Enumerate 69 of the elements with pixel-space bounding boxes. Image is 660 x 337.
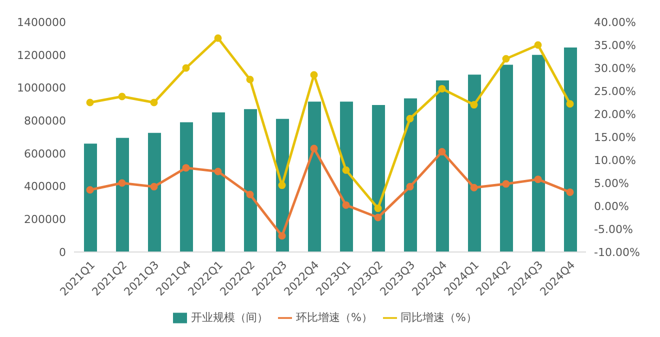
point	[566, 188, 574, 196]
bar	[180, 122, 193, 252]
y-tick-label: 600000	[24, 147, 66, 160]
point	[470, 101, 478, 109]
point	[374, 214, 382, 222]
point	[182, 164, 190, 172]
y-tick-label: 1200000	[17, 48, 66, 62]
y-tick-label: 200000	[24, 213, 66, 226]
y2-tick-label: 20.00%	[594, 108, 636, 121]
legend-label: 环比增速（%）	[296, 311, 372, 324]
point	[214, 168, 222, 176]
bar	[244, 109, 257, 252]
point	[118, 92, 126, 100]
bar	[84, 144, 97, 252]
point	[278, 232, 286, 240]
y-tick-label: 800000	[24, 114, 66, 128]
bar	[212, 112, 225, 252]
point	[182, 64, 190, 72]
point	[502, 180, 510, 188]
y2-tick-label: 10.00%	[594, 154, 636, 167]
point	[438, 84, 446, 92]
point	[310, 144, 318, 152]
point	[406, 182, 414, 190]
point	[150, 98, 158, 106]
point	[534, 41, 542, 49]
y2-tick-label: -5.00%	[594, 222, 633, 236]
point	[310, 71, 318, 79]
point	[342, 166, 350, 174]
point	[150, 182, 158, 190]
point	[86, 98, 94, 106]
point	[86, 186, 94, 194]
y2-tick-label: 30.00%	[594, 62, 636, 75]
bar	[468, 74, 481, 252]
point	[278, 182, 286, 190]
bar	[116, 138, 129, 252]
point	[374, 204, 382, 212]
bar	[404, 98, 417, 252]
point	[118, 179, 126, 187]
bar	[148, 132, 161, 252]
point	[470, 184, 478, 192]
point	[502, 55, 510, 63]
point	[438, 148, 446, 156]
bar	[564, 47, 577, 252]
point	[214, 34, 222, 42]
legend-label: 开业规模（间）	[191, 311, 268, 324]
point	[246, 190, 254, 198]
bar	[340, 102, 353, 252]
y-tick-label: 1000000	[17, 82, 66, 95]
y2-tick-label: 35.00%	[594, 38, 636, 52]
point	[342, 201, 350, 209]
bar	[372, 104, 385, 252]
bar	[500, 64, 513, 252]
y-tick-label: 0	[59, 246, 66, 259]
y2-tick-label: 5.00%	[594, 176, 629, 190]
point	[534, 176, 542, 184]
y-tick-label: 1400000	[17, 16, 66, 29]
y2-tick-label: 40.00%	[594, 16, 636, 29]
point	[406, 114, 414, 122]
bar	[436, 80, 449, 252]
bar	[308, 102, 321, 252]
y2-tick-label: 0.00%	[594, 200, 629, 213]
legend-label: 同比增速（%）	[400, 311, 477, 324]
y-tick-label: 400000	[24, 180, 66, 194]
y2-tick-label: -10.00%	[594, 246, 640, 259]
y2-tick-label: 15.00%	[594, 130, 636, 144]
bar	[532, 54, 545, 252]
y2-tick-label: 25.00%	[594, 84, 636, 98]
point	[566, 100, 574, 108]
point	[246, 76, 254, 84]
